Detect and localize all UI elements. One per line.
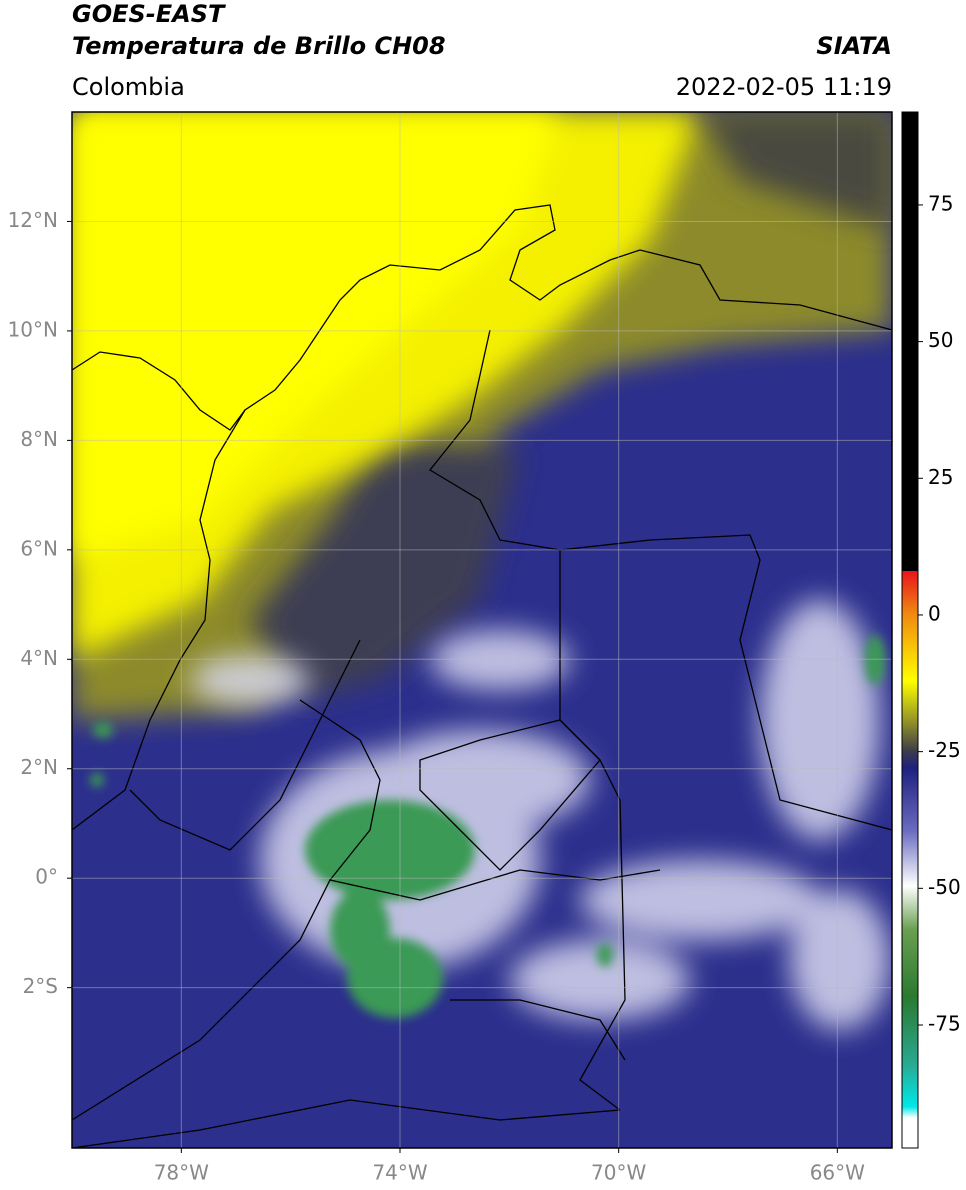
y-tick-label: 12°N	[8, 208, 58, 232]
colorbar	[901, 111, 919, 1149]
x-tick-label: 70°W	[591, 1161, 646, 1185]
satellite-image	[72, 112, 892, 1148]
colorbar-tick-label: 75	[928, 191, 953, 215]
y-tick-label: 0°	[35, 865, 58, 889]
map-frame	[71, 111, 893, 1149]
colorbar-tick-label: 0	[928, 601, 941, 625]
x-tick-label: 74°W	[372, 1161, 427, 1185]
y-tick-label: 2°S	[23, 974, 58, 998]
y-tick-label: 10°N	[8, 317, 58, 341]
colorbar-tick-label: 50	[928, 328, 953, 352]
y-tick-label: 2°N	[20, 755, 58, 779]
region: Colombia	[72, 73, 185, 101]
y-tick-label: 8°N	[20, 427, 58, 451]
y-tick-label: 4°N	[20, 646, 58, 670]
y-tick-label: 6°N	[20, 536, 58, 560]
colorbar-tick-label: -25	[928, 738, 961, 762]
colorbar-tick-label: 25	[928, 465, 953, 489]
subtitle: Temperatura de Brillo CH08	[72, 32, 446, 60]
grid	[72, 112, 892, 1148]
datetime: 2022-02-05 11:19	[676, 73, 892, 101]
x-tick-label: 78°W	[154, 1161, 209, 1185]
title: GOES-EAST	[72, 0, 226, 28]
colorbar-tick-label: -75	[928, 1011, 961, 1035]
x-tick-label: 66°W	[810, 1161, 865, 1185]
source: SIATA	[816, 32, 892, 60]
colorbar-tick-label: -50	[928, 875, 961, 899]
